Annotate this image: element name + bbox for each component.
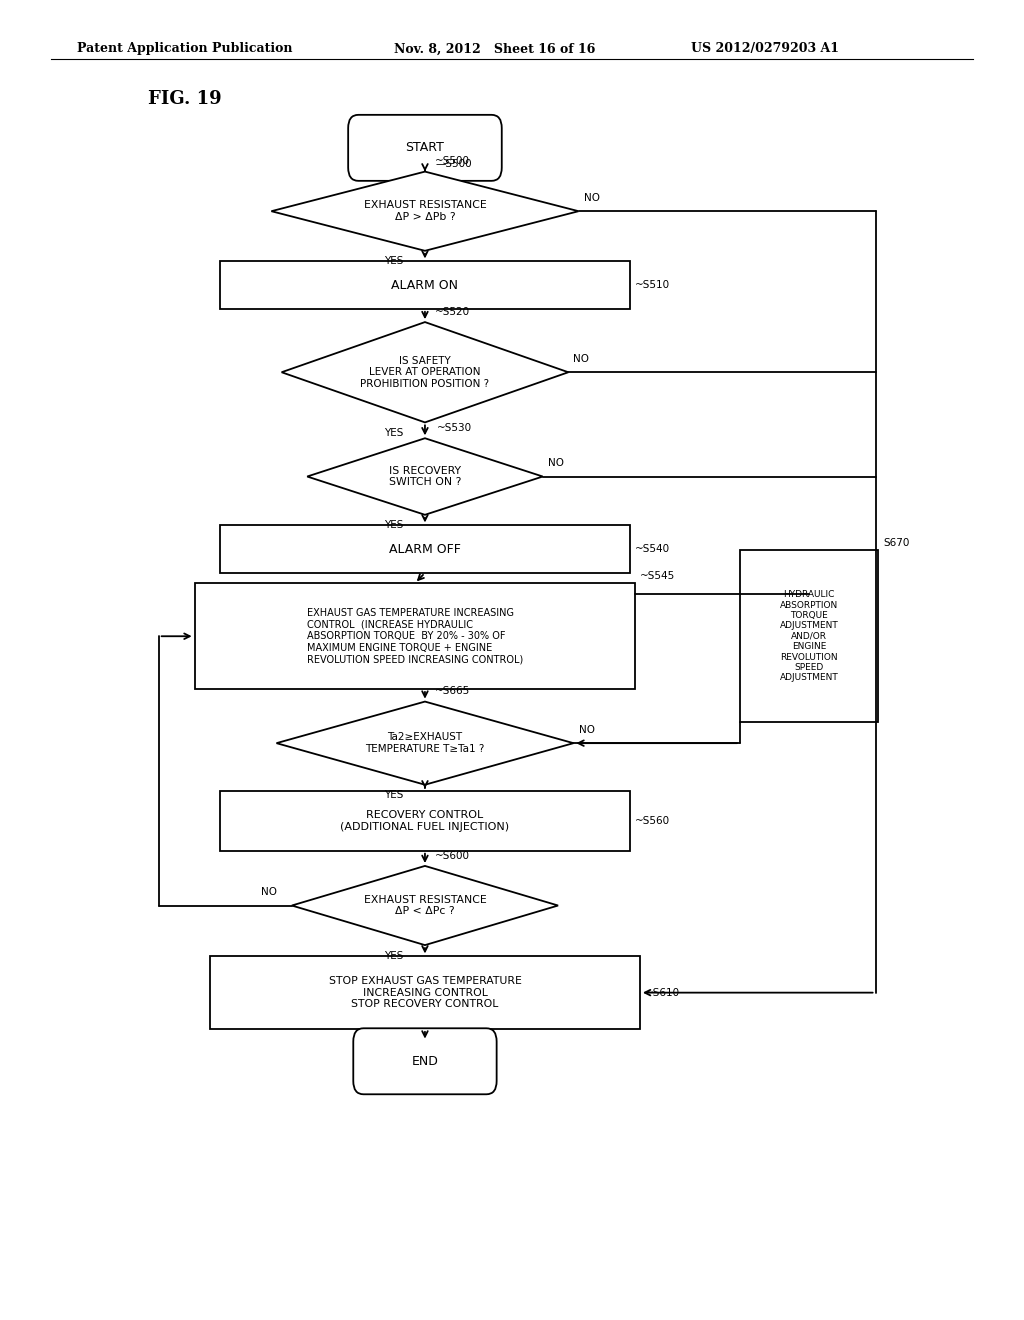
Text: YES: YES — [384, 791, 403, 800]
Text: ~S530: ~S530 — [437, 422, 472, 433]
Text: START: START — [406, 141, 444, 154]
Text: YES: YES — [384, 950, 403, 961]
Bar — [220, 792, 630, 851]
Bar — [195, 583, 635, 689]
Text: US 2012/0279203 A1: US 2012/0279203 A1 — [691, 42, 840, 55]
Polygon shape — [271, 172, 579, 251]
Text: ~S545: ~S545 — [640, 570, 675, 581]
Text: IS RECOVERY
SWITCH ON ?: IS RECOVERY SWITCH ON ? — [389, 466, 461, 487]
Text: ALARM ON: ALARM ON — [391, 279, 459, 292]
Bar — [210, 956, 640, 1030]
Polygon shape — [292, 866, 558, 945]
Text: YES: YES — [384, 520, 403, 531]
Text: END: END — [412, 1055, 438, 1068]
Text: Ta2≥EXHAUST
TEMPERATURE T≥Ta1 ?: Ta2≥EXHAUST TEMPERATURE T≥Ta1 ? — [366, 733, 484, 754]
Text: RECOVERY CONTROL
(ADDITIONAL FUEL INJECTION): RECOVERY CONTROL (ADDITIONAL FUEL INJECT… — [340, 810, 510, 832]
Text: EXHAUST RESISTANCE
ΔP < ΔPc ?: EXHAUST RESISTANCE ΔP < ΔPc ? — [364, 895, 486, 916]
Text: NO: NO — [261, 887, 278, 898]
FancyBboxPatch shape — [348, 115, 502, 181]
Text: S670: S670 — [883, 537, 909, 548]
Text: NO: NO — [573, 354, 590, 364]
Text: EXHAUST GAS TEMPERATURE INCREASING
CONTROL  (INCREASE HYDRAULIC
ABSORPTION TORQU: EXHAUST GAS TEMPERATURE INCREASING CONTR… — [306, 609, 523, 664]
Text: ~S520: ~S520 — [435, 306, 470, 317]
Polygon shape — [307, 438, 543, 515]
Text: ~S560: ~S560 — [635, 816, 670, 826]
Text: IS SAFETY
LEVER AT OPERATION
PROHIBITION POSITION ?: IS SAFETY LEVER AT OPERATION PROHIBITION… — [360, 355, 489, 389]
Text: STOP EXHAUST GAS TEMPERATURE
INCREASING CONTROL
STOP RECOVERY CONTROL: STOP EXHAUST GAS TEMPERATURE INCREASING … — [329, 975, 521, 1010]
Bar — [220, 525, 630, 573]
Text: ~S600: ~S600 — [435, 850, 470, 861]
Text: ~S500: ~S500 — [435, 156, 470, 166]
Bar — [220, 261, 630, 309]
Polygon shape — [282, 322, 568, 422]
Text: FIG. 19: FIG. 19 — [148, 90, 222, 108]
Text: ~S665: ~S665 — [435, 686, 470, 697]
Text: ALARM OFF: ALARM OFF — [389, 543, 461, 556]
Polygon shape — [276, 702, 573, 784]
FancyBboxPatch shape — [353, 1028, 497, 1094]
Bar — [739, 550, 879, 722]
Text: HYDRAULIC
ABSORPTION
TORQUE
ADJUSTMENT
AND/OR
ENGINE
REVOLUTION
SPEED
ADJUSTMENT: HYDRAULIC ABSORPTION TORQUE ADJUSTMENT A… — [779, 590, 839, 682]
Text: —S500: —S500 — [435, 158, 472, 169]
Text: Nov. 8, 2012   Sheet 16 of 16: Nov. 8, 2012 Sheet 16 of 16 — [394, 42, 596, 55]
Text: ~S540: ~S540 — [635, 544, 670, 554]
Text: EXHAUST RESISTANCE
ΔP > ΔPb ?: EXHAUST RESISTANCE ΔP > ΔPb ? — [364, 201, 486, 222]
Text: Patent Application Publication: Patent Application Publication — [77, 42, 292, 55]
Text: YES: YES — [384, 256, 403, 267]
Text: YES: YES — [384, 428, 403, 438]
Text: ~S510: ~S510 — [635, 280, 670, 290]
Text: ~S610: ~S610 — [645, 987, 680, 998]
Text: NO: NO — [584, 193, 600, 203]
Text: NO: NO — [548, 458, 564, 469]
Text: NO: NO — [579, 725, 595, 735]
